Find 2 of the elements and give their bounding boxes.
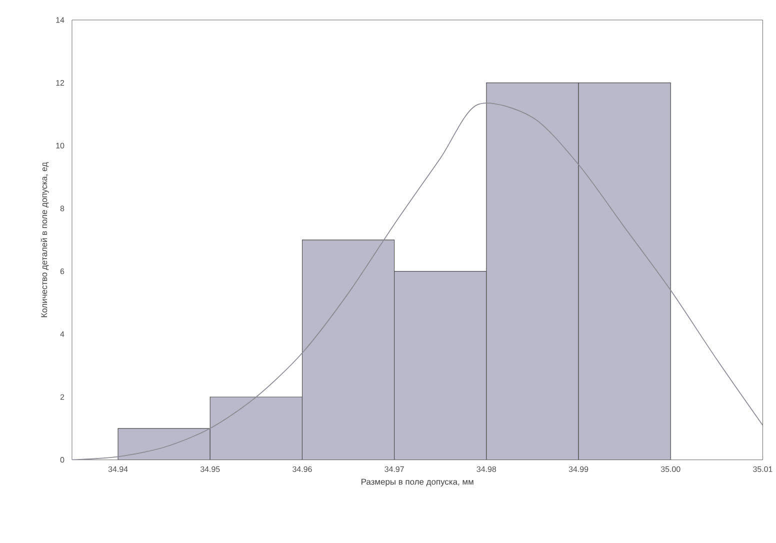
x-axis-title: Размеры в поле допуска, мм [362, 478, 474, 486]
y-axis-title: Количество деталей в поле допуска, ед [40, 162, 49, 318]
